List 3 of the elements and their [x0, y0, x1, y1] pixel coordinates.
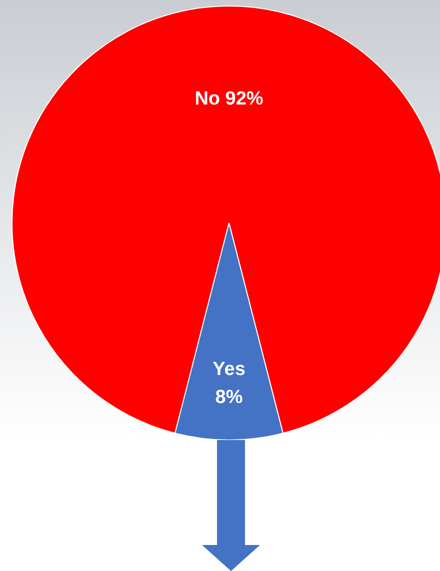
slice-label: No 92% [194, 88, 264, 110]
slice-label: Yes [212, 358, 246, 380]
data-label: 8% [215, 386, 243, 408]
